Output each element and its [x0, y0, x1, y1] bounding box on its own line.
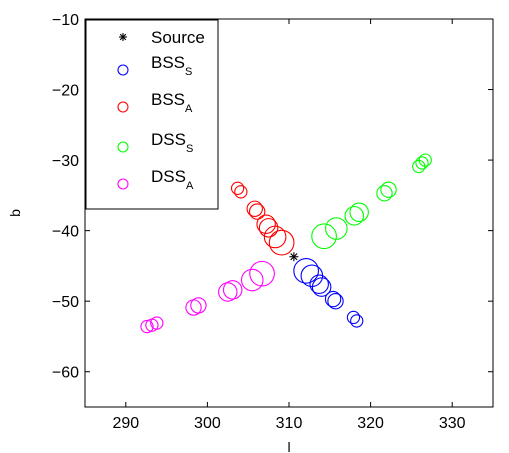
- series-dss-a: [140, 260, 275, 334]
- data-point: [248, 203, 266, 220]
- y-tick-label: −30: [52, 153, 79, 170]
- legend-label: DSSS: [151, 130, 193, 155]
- x-tick-label: 290: [112, 415, 139, 432]
- data-point: [415, 156, 429, 170]
- legend-marker: [117, 141, 129, 153]
- data-point: [240, 268, 264, 292]
- data-point: [293, 257, 319, 284]
- legend-label-main: BSS: [151, 53, 185, 72]
- data-point: [258, 218, 279, 238]
- x-axis: 290 300 310 320 330: [112, 19, 466, 432]
- y-tick-label: −40: [52, 224, 79, 241]
- data-point: [418, 153, 432, 167]
- data-point: [230, 181, 245, 195]
- legend-label-subscript: S: [185, 66, 192, 78]
- data-point: [263, 225, 287, 249]
- legend-label-source: Source: [151, 28, 205, 47]
- legend-label-subscript: S: [186, 143, 193, 155]
- source-marker: [289, 252, 299, 262]
- y-axis: −60 −50 −40 −30 −20 −10: [52, 12, 493, 382]
- data-point: [140, 319, 154, 334]
- data-point: [311, 277, 332, 297]
- legend-marker: [117, 101, 129, 113]
- x-axis-label: l: [287, 439, 290, 453]
- x-tick-label: 310: [276, 415, 303, 432]
- legend-box: [85, 19, 219, 210]
- data-markers: [140, 153, 432, 334]
- data-point: [350, 314, 364, 328]
- y-tick-label: −60: [52, 365, 79, 382]
- data-point: [324, 290, 342, 308]
- data-point: [346, 310, 361, 325]
- y-tick-label: −10: [52, 12, 79, 29]
- data-point: [218, 282, 238, 302]
- legend-marker: [117, 178, 129, 190]
- data-point: [327, 292, 344, 310]
- data-point: [268, 229, 295, 256]
- data-point: [376, 185, 393, 202]
- y-tick-label: −20: [52, 83, 79, 100]
- series-bss-s: [293, 257, 364, 328]
- data-point: [325, 217, 348, 240]
- legend-label-main: DSS: [151, 130, 186, 149]
- y-tick-label: −50: [52, 294, 79, 311]
- data-point: [256, 214, 276, 235]
- data-point: [349, 202, 369, 223]
- legend-marker: [117, 64, 129, 76]
- legend-label: BSSA: [151, 90, 193, 115]
- y-axis-label: b: [7, 209, 23, 217]
- legend-label-main: BSS: [151, 90, 185, 109]
- x-tick-label: 300: [194, 415, 221, 432]
- legend-label-subscript: A: [186, 180, 194, 192]
- legend-label-subscript: A: [185, 103, 193, 115]
- data-point: [249, 260, 275, 287]
- legend-source-marker: [119, 33, 127, 41]
- data-point: [246, 200, 263, 217]
- x-tick-label: 320: [357, 415, 384, 432]
- data-point: [311, 223, 337, 250]
- data-point: [234, 185, 248, 199]
- series-dss-s: [311, 153, 432, 250]
- data-point: [190, 297, 207, 314]
- legend-label: DSSA: [151, 167, 194, 192]
- x-tick-label: 330: [439, 415, 466, 432]
- data-point: [309, 274, 329, 295]
- legend-label: BSSS: [151, 53, 192, 78]
- data-point: [150, 316, 164, 330]
- data-point: [344, 206, 365, 226]
- series-bss-a: [230, 181, 295, 256]
- legend-label-main: DSS: [151, 167, 186, 186]
- data-point: [380, 181, 397, 198]
- data-point: [222, 280, 243, 300]
